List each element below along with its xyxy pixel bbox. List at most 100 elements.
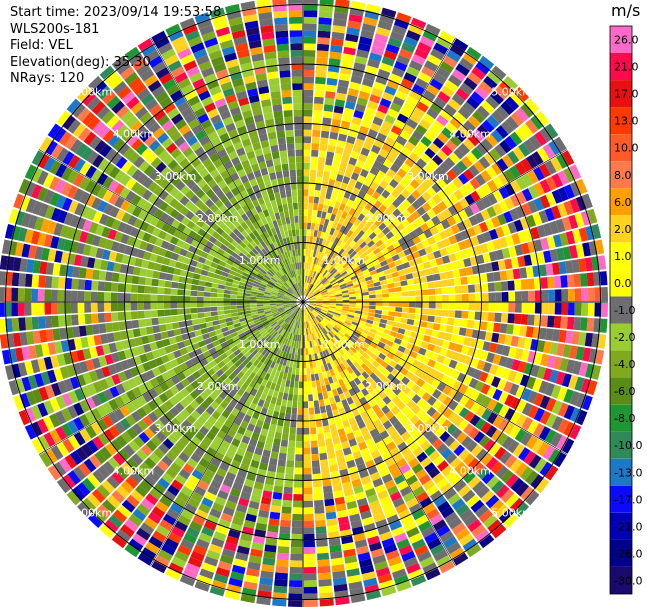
velocity-gate <box>473 320 481 330</box>
velocity-gate <box>318 238 324 246</box>
velocity-gate <box>281 399 288 407</box>
velocity-gate <box>483 439 496 452</box>
velocity-gate <box>335 92 347 101</box>
velocity-gate <box>445 349 455 359</box>
velocity-gate <box>120 524 135 538</box>
velocity-gate <box>99 213 109 226</box>
velocity-gate <box>71 314 79 326</box>
velocity-gate <box>306 314 310 322</box>
velocity-gate <box>303 573 317 581</box>
velocity-gate <box>515 107 530 122</box>
velocity-gate <box>575 346 585 361</box>
velocity-gate <box>69 376 80 390</box>
velocity-gate <box>455 302 463 310</box>
velocity-gate <box>349 299 357 302</box>
velocity-gate <box>316 273 321 280</box>
velocity-gate <box>55 163 68 178</box>
velocity-gate <box>310 440 318 448</box>
velocity-gate <box>270 330 277 337</box>
velocity-gate <box>434 166 446 178</box>
velocity-gate <box>62 438 75 453</box>
velocity-gate <box>323 425 331 433</box>
velocity-gate <box>230 294 237 299</box>
velocity-gate <box>505 96 520 111</box>
velocity-gate <box>505 235 515 247</box>
velocity-gate <box>359 241 367 249</box>
velocity-gate <box>265 287 272 292</box>
velocity-gate <box>286 400 293 408</box>
velocity-gate <box>63 352 73 365</box>
velocity-gate <box>304 282 306 289</box>
velocity-gate <box>158 189 169 201</box>
velocity-gate <box>381 264 390 271</box>
velocity-gate <box>340 327 348 333</box>
velocity-gate <box>313 290 320 295</box>
velocity-gate <box>533 182 545 197</box>
velocity-gate <box>292 293 298 299</box>
velocity-gate <box>142 232 152 243</box>
velocity-gate <box>86 150 99 165</box>
velocity-gate <box>459 82 474 96</box>
velocity-gate <box>407 284 416 291</box>
velocity-gate <box>346 568 360 577</box>
velocity-gate <box>312 326 317 333</box>
velocity-gate <box>365 349 373 356</box>
velocity-gate <box>211 283 219 289</box>
velocity-gate <box>357 248 365 256</box>
velocity-gate <box>315 63 328 72</box>
velocity-gate <box>78 414 91 428</box>
velocity-gate <box>167 484 180 497</box>
velocity-gate <box>334 289 342 294</box>
velocity-gate <box>415 124 428 136</box>
velocity-gate <box>327 248 333 256</box>
velocity-gate <box>485 166 498 179</box>
velocity-gate <box>326 518 338 527</box>
velocity-gate <box>332 207 339 216</box>
velocity-gate <box>566 274 575 288</box>
velocity-gate <box>331 317 339 322</box>
velocity-gate <box>222 506 235 517</box>
velocity-gate <box>318 150 327 158</box>
velocity-gate <box>182 368 192 378</box>
velocity-gate <box>442 407 453 419</box>
velocity-gate <box>34 216 45 231</box>
velocity-gate <box>418 269 427 277</box>
velocity-gate <box>67 405 79 419</box>
velocity-gate <box>262 276 270 282</box>
velocity-gate <box>303 116 313 124</box>
velocity-gate <box>224 368 233 377</box>
velocity-gate <box>493 271 501 282</box>
velocity-gate <box>13 257 22 272</box>
velocity-gate <box>317 30 331 39</box>
velocity-gate <box>492 388 503 401</box>
velocity-gate <box>336 300 343 302</box>
velocity-gate <box>491 162 503 175</box>
velocity-gate <box>210 136 222 147</box>
velocity-gate <box>537 442 550 457</box>
velocity-gate <box>385 340 394 347</box>
velocity-gate <box>264 323 271 330</box>
velocity-gate <box>303 381 308 389</box>
velocity-gate <box>549 342 559 355</box>
velocity-gate <box>367 283 375 288</box>
velocity-gate <box>280 287 287 292</box>
velocity-gate <box>547 276 555 289</box>
velocity-gate <box>335 373 342 381</box>
velocity-gate <box>372 434 383 444</box>
velocity-gate <box>116 529 131 543</box>
velocity-gate <box>327 234 333 242</box>
velocity-gate <box>55 410 67 425</box>
velocity-gate <box>243 292 251 297</box>
velocity-gate <box>252 374 260 383</box>
velocity-gate <box>152 325 161 334</box>
velocity-gate <box>151 30 167 44</box>
velocity-gate <box>330 243 336 251</box>
velocity-gate <box>303 242 306 249</box>
velocity-gate <box>348 417 357 426</box>
velocity-gate <box>258 384 265 393</box>
velocity-gate <box>324 263 331 270</box>
velocity-gate <box>485 457 499 470</box>
velocity-gate <box>485 425 498 438</box>
velocity-gate <box>120 480 134 494</box>
velocity-gate <box>335 596 350 606</box>
